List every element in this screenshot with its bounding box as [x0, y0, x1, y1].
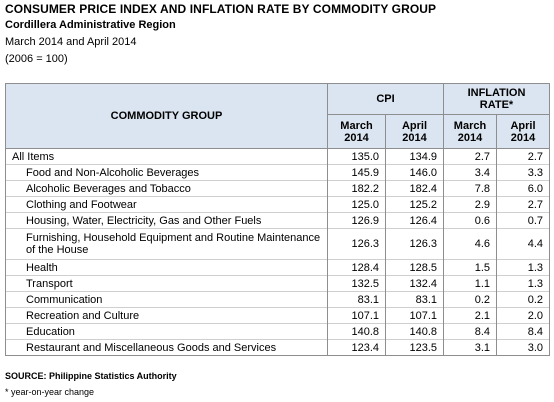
table-row: Clothing and Footwear 125.0 125.2 2.9 2.7 [5, 196, 550, 213]
cpi-value-cell: 140.8 [385, 323, 444, 340]
table-row: Food and Non-Alcoholic Beverages 145.9 146… [5, 164, 550, 181]
inflation-value-cell: 1.1 [443, 275, 497, 292]
period-line: March 2014 and April 2014 [5, 36, 137, 48]
table-row: Restaurant and Miscellaneous Goods and S… [5, 339, 550, 356]
cpi-value-cell: 83.1 [327, 291, 386, 308]
table-row: Education 140.8 140.8 8.4 8.4 [5, 323, 550, 340]
base-year-line: (2006 = 100) [5, 53, 68, 65]
inflation-value-cell: 7.8 [443, 180, 497, 197]
cpi-value-cell: 128.5 [385, 259, 444, 276]
commodity-name-cell: Food and Non-Alcoholic Beverages [5, 164, 328, 181]
table-row: Furnishing, Household Equipment and Rout… [5, 228, 550, 260]
inflation-value-cell: 1.5 [443, 259, 497, 276]
inflation-value-cell: 3.1 [443, 339, 497, 356]
inflation-value-cell: 0.2 [443, 291, 497, 308]
source-note: SOURCE: Philippine Statistics Authority [5, 371, 177, 381]
commodity-name-cell: Education [5, 323, 328, 340]
table-body: All Items 135.0 134.9 2.7 2.7 Food and Non-Al… [5, 148, 550, 356]
inflation-value-cell: 1.3 [496, 259, 550, 276]
inflation-value-cell: 3.3 [496, 164, 550, 181]
commodity-name-cell: Communication [5, 291, 328, 308]
inflation-value-cell: 2.7 [496, 148, 550, 165]
inflation-value-cell: 8.4 [496, 323, 550, 340]
cpi-value-cell: 145.9 [327, 164, 386, 181]
commodity-name-cell: Furnishing, Household Equipment and Rout… [5, 228, 328, 260]
cpi-value-cell: 128.4 [327, 259, 386, 276]
footnote: * year-on-year change [5, 387, 95, 397]
commodity-name-cell: Alcoholic Beverages and Tobacco [5, 180, 328, 197]
cpi-value-cell: 123.4 [327, 339, 386, 356]
cpi-april-header: April 2014 [385, 114, 444, 149]
cpi-value-cell: 123.5 [385, 339, 444, 356]
inflation-march-header: March 2014 [443, 114, 497, 149]
cpi-value-cell: 126.3 [327, 228, 386, 260]
document-title: CONSUMER PRICE INDEX AND INFLATION RATE … [5, 2, 437, 16]
cpi-value-cell: 146.0 [385, 164, 444, 181]
region-subtitle: Cordillera Administrative Region [5, 19, 176, 31]
table-row: All Items 135.0 134.9 2.7 2.7 [5, 148, 550, 165]
inflation-value-cell: 6.0 [496, 180, 550, 197]
commodity-name-cell: All Items [5, 148, 328, 165]
cpi-inflation-table: COMMODITY GROUP CPI INFLATION RATE* Marc… [5, 83, 550, 356]
cpi-value-cell: 125.2 [385, 196, 444, 213]
cpi-value-cell: 140.8 [327, 323, 386, 340]
cpi-value-cell: 126.4 [385, 212, 444, 229]
cpi-value-cell: 132.5 [327, 275, 386, 292]
commodity-name-cell: Housing, Water, Electricity, Gas and Oth… [5, 212, 328, 229]
inflation-march-text: March 2014 [453, 119, 487, 144]
table-row: Housing, Water, Electricity, Gas and Oth… [5, 212, 550, 229]
inflation-april-header: April 2014 [496, 114, 550, 149]
cpi-march-text: March 2014 [340, 119, 373, 144]
cpi-value-cell: 135.0 [327, 148, 386, 165]
commodity-name-cell: Health [5, 259, 328, 276]
table-row: Health 128.4 128.5 1.5 1.3 [5, 259, 550, 276]
commodity-group-header: COMMODITY GROUP [5, 83, 328, 149]
inflation-value-cell: 4.4 [496, 228, 550, 260]
cpi-value-cell: 134.9 [385, 148, 444, 165]
inflation-value-cell: 0.7 [496, 212, 550, 229]
inflation-value-cell: 2.0 [496, 307, 550, 324]
table-row: Recreation and Culture 107.1 107.1 2.1 2.0 [5, 307, 550, 324]
cpi-value-cell: 83.1 [385, 291, 444, 308]
inflation-value-cell: 1.3 [496, 275, 550, 292]
commodity-name-cell: Transport [5, 275, 328, 292]
inflation-value-cell: 3.4 [443, 164, 497, 181]
inflation-value-cell: 8.4 [443, 323, 497, 340]
commodity-name-cell: Recreation and Culture [5, 307, 328, 324]
cpi-value-cell: 125.0 [327, 196, 386, 213]
cpi-april-text: April 2014 [401, 119, 428, 144]
cpi-value-cell: 132.4 [385, 275, 444, 292]
cpi-march-header: March 2014 [327, 114, 386, 149]
commodity-name-cell: Clothing and Footwear [5, 196, 328, 213]
inflation-value-cell: 2.1 [443, 307, 497, 324]
cpi-value-cell: 107.1 [385, 307, 444, 324]
inflation-value-cell: 0.6 [443, 212, 497, 229]
commodity-name-cell: Restaurant and Miscellaneous Goods and S… [5, 339, 328, 356]
inflation-april-text: April 2014 [510, 119, 536, 144]
table-row: Alcoholic Beverages and Tobacco 182.2 182.… [5, 180, 550, 197]
inflation-rate-header-text: INFLATION RATE* [467, 87, 526, 111]
inflation-value-cell: 4.6 [443, 228, 497, 260]
cpi-value-cell: 182.2 [327, 180, 386, 197]
inflation-rate-header: INFLATION RATE* [443, 83, 550, 115]
table-row: Communication 83.1 83.1 0.2 0.2 [5, 291, 550, 308]
cpi-value-cell: 126.3 [385, 228, 444, 260]
cpi-header: CPI [327, 83, 444, 115]
inflation-value-cell: 2.7 [443, 148, 497, 165]
inflation-value-cell: 0.2 [496, 291, 550, 308]
inflation-value-cell: 2.9 [443, 196, 497, 213]
cpi-value-cell: 126.9 [327, 212, 386, 229]
cpi-value-cell: 182.4 [385, 180, 444, 197]
cpi-value-cell: 107.1 [327, 307, 386, 324]
inflation-value-cell: 3.0 [496, 339, 550, 356]
inflation-value-cell: 2.7 [496, 196, 550, 213]
table-row: Transport 132.5 132.4 1.1 1.3 [5, 275, 550, 292]
